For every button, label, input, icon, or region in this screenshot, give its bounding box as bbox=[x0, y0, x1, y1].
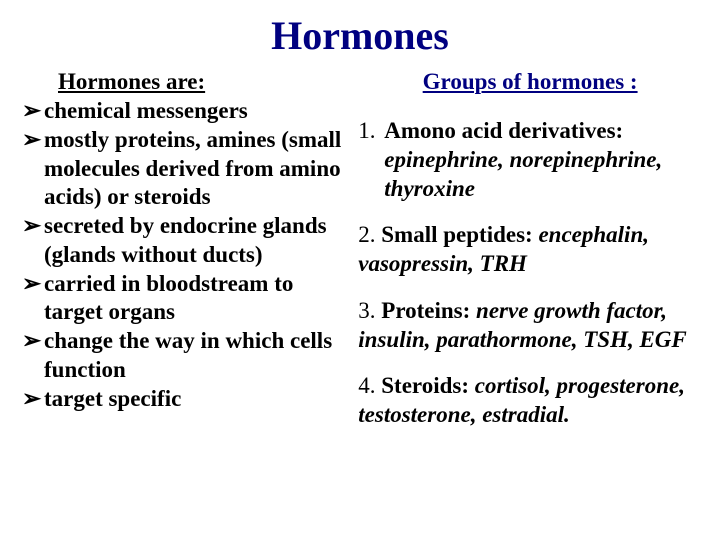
bullet-text: carried in bloodstream to target organs bbox=[44, 270, 348, 328]
left-column: Hormones are: ➢ chemical messengers ➢ mo… bbox=[18, 69, 348, 448]
list-item: ➢ mostly proteins, amines (small molecul… bbox=[22, 126, 348, 212]
group-number: 3. bbox=[358, 298, 375, 323]
group-number: 1. bbox=[358, 117, 384, 203]
group-label: Amono acid derivatives: bbox=[384, 118, 623, 143]
group-item: 2. Small peptides: encephalin, vasopress… bbox=[358, 221, 702, 279]
list-item: ➢ chemical messengers bbox=[22, 97, 348, 126]
group-item: 4. Steroids: cortisol, progesterone, tes… bbox=[358, 372, 702, 430]
list-item: ➢ secreted by endocrine glands (glands w… bbox=[22, 212, 348, 270]
bullet-text: target specific bbox=[44, 385, 181, 414]
group-examples: epinephrine, norepinephrine, thyroxine bbox=[384, 147, 662, 201]
list-item: ➢ change the way in which cells function bbox=[22, 327, 348, 385]
slide-title: Hormones bbox=[18, 12, 702, 59]
bullet-text: mostly proteins, amines (small molecules… bbox=[44, 126, 348, 212]
bullet-text: chemical messengers bbox=[44, 97, 248, 126]
arrow-icon: ➢ bbox=[22, 212, 44, 270]
bullet-list: ➢ chemical messengers ➢ mostly proteins,… bbox=[18, 97, 348, 413]
bullet-text: secreted by endocrine glands (glands wit… bbox=[44, 212, 348, 270]
left-heading: Hormones are: bbox=[18, 69, 348, 95]
arrow-icon: ➢ bbox=[22, 270, 44, 328]
group-number: 2. bbox=[358, 222, 375, 247]
group-item: 3. Proteins: nerve growth factor, insuli… bbox=[358, 297, 702, 355]
arrow-icon: ➢ bbox=[22, 126, 44, 212]
group-label: Proteins: bbox=[381, 298, 470, 323]
group-item: 1. Amono acid derivatives: epinephrine, … bbox=[358, 117, 702, 203]
group-label: Steroids: bbox=[381, 373, 469, 398]
bullet-text: change the way in which cells function bbox=[44, 327, 348, 385]
arrow-icon: ➢ bbox=[22, 327, 44, 385]
list-item: ➢ target specific bbox=[22, 385, 348, 414]
arrow-icon: ➢ bbox=[22, 97, 44, 126]
arrow-icon: ➢ bbox=[22, 385, 44, 414]
group-label: Small peptides: bbox=[381, 222, 532, 247]
list-item: ➢ carried in bloodstream to target organ… bbox=[22, 270, 348, 328]
group-number: 4. bbox=[358, 373, 375, 398]
right-column: Groups of hormones : 1. Amono acid deriv… bbox=[358, 69, 702, 448]
content-columns: Hormones are: ➢ chemical messengers ➢ mo… bbox=[18, 69, 702, 448]
right-heading: Groups of hormones : bbox=[358, 69, 702, 95]
